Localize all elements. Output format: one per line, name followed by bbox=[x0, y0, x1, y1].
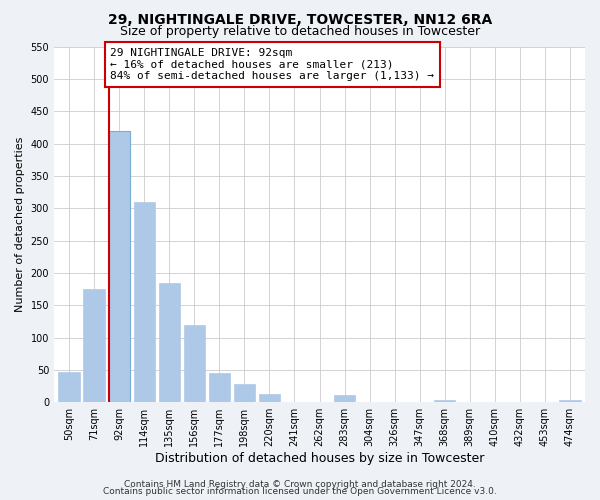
Bar bbox=[234, 384, 255, 402]
Bar bbox=[83, 289, 105, 402]
Bar bbox=[334, 395, 355, 402]
Bar bbox=[434, 400, 455, 402]
Text: Size of property relative to detached houses in Towcester: Size of property relative to detached ho… bbox=[120, 25, 480, 38]
Bar bbox=[209, 373, 230, 402]
Text: 29, NIGHTINGALE DRIVE, TOWCESTER, NN12 6RA: 29, NIGHTINGALE DRIVE, TOWCESTER, NN12 6… bbox=[108, 12, 492, 26]
Bar bbox=[134, 202, 155, 402]
Bar bbox=[559, 400, 581, 402]
Text: Contains HM Land Registry data © Crown copyright and database right 2024.: Contains HM Land Registry data © Crown c… bbox=[124, 480, 476, 489]
Text: 29 NIGHTINGALE DRIVE: 92sqm
← 16% of detached houses are smaller (213)
84% of se: 29 NIGHTINGALE DRIVE: 92sqm ← 16% of det… bbox=[110, 48, 434, 81]
X-axis label: Distribution of detached houses by size in Towcester: Distribution of detached houses by size … bbox=[155, 452, 484, 465]
Bar bbox=[158, 282, 180, 402]
Bar bbox=[58, 372, 80, 402]
Bar bbox=[109, 130, 130, 402]
Bar bbox=[184, 324, 205, 402]
Bar bbox=[259, 394, 280, 402]
Y-axis label: Number of detached properties: Number of detached properties bbox=[15, 136, 25, 312]
Text: Contains public sector information licensed under the Open Government Licence v3: Contains public sector information licen… bbox=[103, 488, 497, 496]
